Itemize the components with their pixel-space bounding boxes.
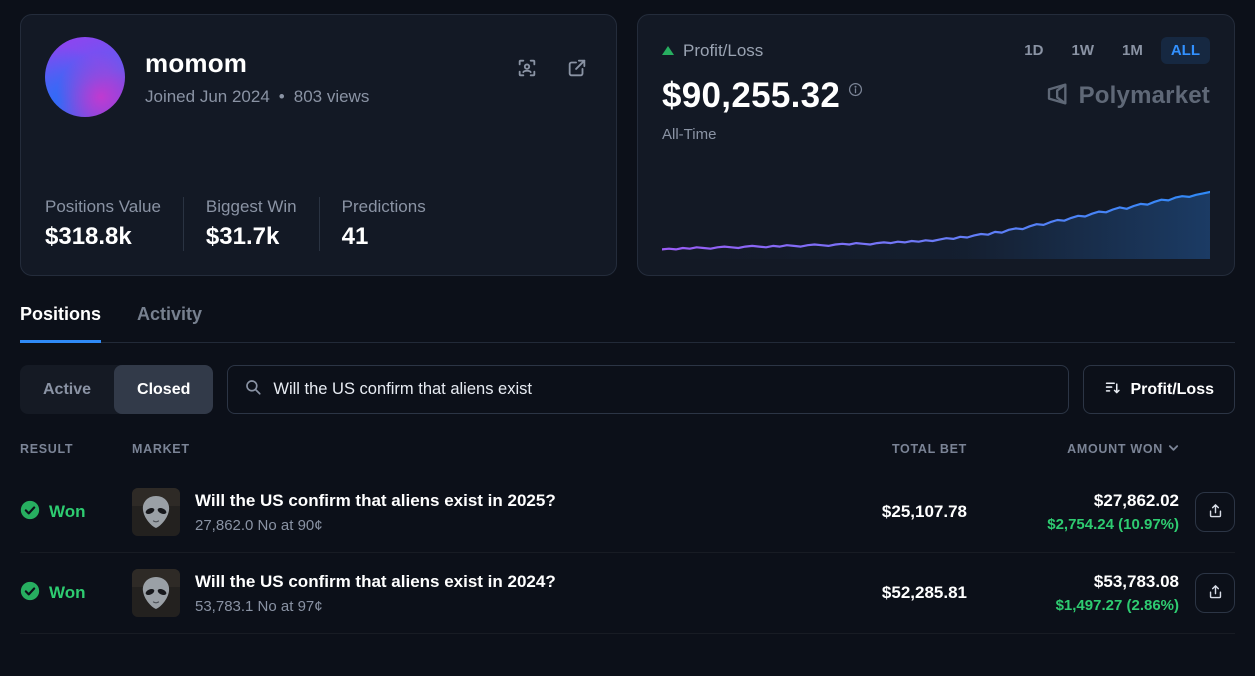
dot-separator: • bbox=[278, 86, 285, 106]
market-thumbnail-alien bbox=[132, 488, 180, 536]
amount-won-value: $27,862.02 bbox=[1093, 491, 1179, 510]
external-link-icon[interactable] bbox=[566, 57, 588, 79]
stat-biggest-win: Biggest Win $31.7k bbox=[182, 197, 319, 251]
stat-value: $318.8k bbox=[45, 223, 132, 250]
views-count: 803 views bbox=[293, 86, 370, 106]
range-1w[interactable]: 1W bbox=[1071, 42, 1094, 59]
share-button[interactable] bbox=[1195, 492, 1235, 532]
sort-button-label: Profit/Loss bbox=[1130, 380, 1214, 398]
stat-label: Biggest Win bbox=[205, 197, 297, 216]
result-cell: Won bbox=[20, 500, 132, 525]
pnl-value: $90,255.32 bbox=[662, 76, 841, 115]
scan-share-icon[interactable] bbox=[516, 57, 538, 79]
filter-row: Active Closed Profit/Loss bbox=[20, 365, 1235, 414]
result-cell: Won bbox=[20, 581, 132, 606]
pnl-value-row: $90,255.32 Polymarket bbox=[662, 76, 1210, 116]
share-cell bbox=[1179, 492, 1235, 532]
share-upload-icon bbox=[1207, 502, 1224, 522]
gain-value: $1,497.27 (2.86%) bbox=[1055, 597, 1179, 614]
joined-line: Joined Jun 2024 • 803 views bbox=[145, 87, 369, 107]
amount-won-value: $53,783.08 bbox=[1093, 572, 1179, 591]
market-detail: 53,783.1 No at 97¢ bbox=[195, 597, 323, 615]
profile-card: momom Joined Jun 2024 • 803 views bbox=[20, 14, 617, 276]
tab-positions[interactable]: Positions bbox=[20, 304, 102, 343]
won-check-icon bbox=[20, 500, 40, 525]
pnl-value-wrap: $90,255.32 bbox=[662, 76, 863, 116]
table-row[interactable]: Won Will the US confirm that aliens exis… bbox=[20, 553, 1235, 634]
market-thumbnail-alien bbox=[132, 569, 180, 617]
share-upload-icon bbox=[1207, 583, 1224, 603]
share-cell bbox=[1179, 573, 1235, 613]
market-text: Will the US confirm that aliens exist in… bbox=[195, 491, 556, 534]
watermark-text: Polymarket bbox=[1078, 82, 1210, 109]
pnl-chart-wrap bbox=[662, 179, 1210, 259]
profile-header: momom Joined Jun 2024 • 803 views bbox=[45, 37, 592, 117]
joined-date: Joined Jun 2024 bbox=[145, 86, 270, 106]
sort-icon bbox=[1104, 379, 1121, 401]
info-icon[interactable] bbox=[848, 82, 863, 102]
range-selector: 1D 1W 1M ALL bbox=[1014, 37, 1210, 64]
pnl-chart bbox=[662, 190, 1210, 259]
pnl-card: Profit/Loss 1D 1W 1M ALL $90,255.32 bbox=[637, 14, 1235, 276]
header-total-bet: TOTAL BET bbox=[891, 442, 967, 456]
header-market: MARKET bbox=[132, 442, 190, 456]
range-all[interactable]: ALL bbox=[1160, 37, 1210, 64]
stat-positions-value: Positions Value $318.8k bbox=[45, 197, 183, 251]
header-result: RESULT bbox=[20, 442, 74, 456]
search-icon bbox=[244, 378, 262, 401]
pnl-chart-area bbox=[662, 192, 1210, 259]
polymarket-logo-icon bbox=[1042, 80, 1070, 113]
table-header: RESULT MARKET TOTAL BET AMOUNT WON bbox=[20, 442, 1235, 472]
gain-value: $2,754.24 (10.97%) bbox=[1047, 516, 1179, 533]
profile-actions bbox=[516, 57, 588, 79]
total-bet-value: $52,285.81 bbox=[881, 583, 967, 602]
stat-predictions: Predictions 41 bbox=[318, 197, 448, 251]
stat-label: Predictions bbox=[341, 197, 426, 216]
amount-won-cell: $27,862.02 $2,754.24 (10.97%) bbox=[967, 491, 1179, 533]
username: momom bbox=[145, 47, 248, 78]
pnl-period: All-Time bbox=[662, 126, 717, 143]
total-bet-value: $25,107.78 bbox=[881, 502, 967, 521]
header-amount-won-label: AMOUNT WON bbox=[1067, 442, 1163, 456]
pnl-title: Profit/Loss bbox=[683, 40, 764, 60]
stat-value: $31.7k bbox=[205, 223, 280, 250]
market-text: Will the US confirm that aliens exist in… bbox=[195, 572, 556, 615]
pnl-title-wrap: Profit/Loss bbox=[662, 41, 763, 61]
market-detail: 27,862.0 No at 90¢ bbox=[195, 516, 323, 534]
name-block: momom Joined Jun 2024 • 803 views bbox=[145, 48, 369, 107]
status-segmented-control: Active Closed bbox=[20, 365, 214, 414]
range-1d[interactable]: 1D bbox=[1024, 42, 1044, 59]
search-box[interactable] bbox=[227, 365, 1070, 414]
filter-closed-button[interactable]: Closed bbox=[114, 365, 214, 414]
result-label: Won bbox=[49, 502, 86, 521]
stat-label: Positions Value bbox=[45, 197, 161, 216]
market-title[interactable]: Will the US confirm that aliens exist in… bbox=[195, 571, 556, 591]
market-cell[interactable]: Will the US confirm that aliens exist in… bbox=[132, 569, 797, 617]
table-row[interactable]: Won Will the US confirm that aliens exis… bbox=[20, 472, 1235, 553]
range-1m[interactable]: 1M bbox=[1121, 42, 1143, 59]
search-input[interactable] bbox=[273, 380, 1053, 399]
positions-table: RESULT MARKET TOTAL BET AMOUNT WON Won bbox=[20, 442, 1235, 634]
filter-active-button[interactable]: Active bbox=[43, 380, 92, 398]
chevron-down-icon bbox=[1168, 442, 1179, 456]
profit-loss-sort-button[interactable]: Profit/Loss bbox=[1083, 365, 1235, 414]
pnl-header: Profit/Loss 1D 1W 1M ALL bbox=[662, 37, 1210, 64]
header-amount-won[interactable]: AMOUNT WON bbox=[967, 442, 1179, 456]
avatar[interactable] bbox=[45, 37, 125, 117]
tabs: Positions Activity bbox=[20, 304, 1235, 343]
up-triangle-icon bbox=[662, 46, 674, 55]
stat-value: 41 bbox=[341, 223, 369, 250]
market-cell[interactable]: Will the US confirm that aliens exist in… bbox=[132, 488, 797, 536]
won-check-icon bbox=[20, 581, 40, 606]
top-section: momom Joined Jun 2024 • 803 views bbox=[0, 0, 1255, 276]
share-button[interactable] bbox=[1195, 573, 1235, 613]
amount-won-cell: $53,783.08 $1,497.27 (2.86%) bbox=[967, 572, 1179, 614]
result-label: Won bbox=[49, 583, 86, 602]
pnl-chart-line bbox=[662, 190, 1210, 251]
tab-activity[interactable]: Activity bbox=[137, 304, 203, 324]
profile-stats: Positions Value $318.8k Biggest Win $31.… bbox=[45, 197, 592, 251]
market-title[interactable]: Will the US confirm that aliens exist in… bbox=[195, 490, 556, 510]
polymarket-watermark: Polymarket bbox=[1042, 80, 1210, 113]
